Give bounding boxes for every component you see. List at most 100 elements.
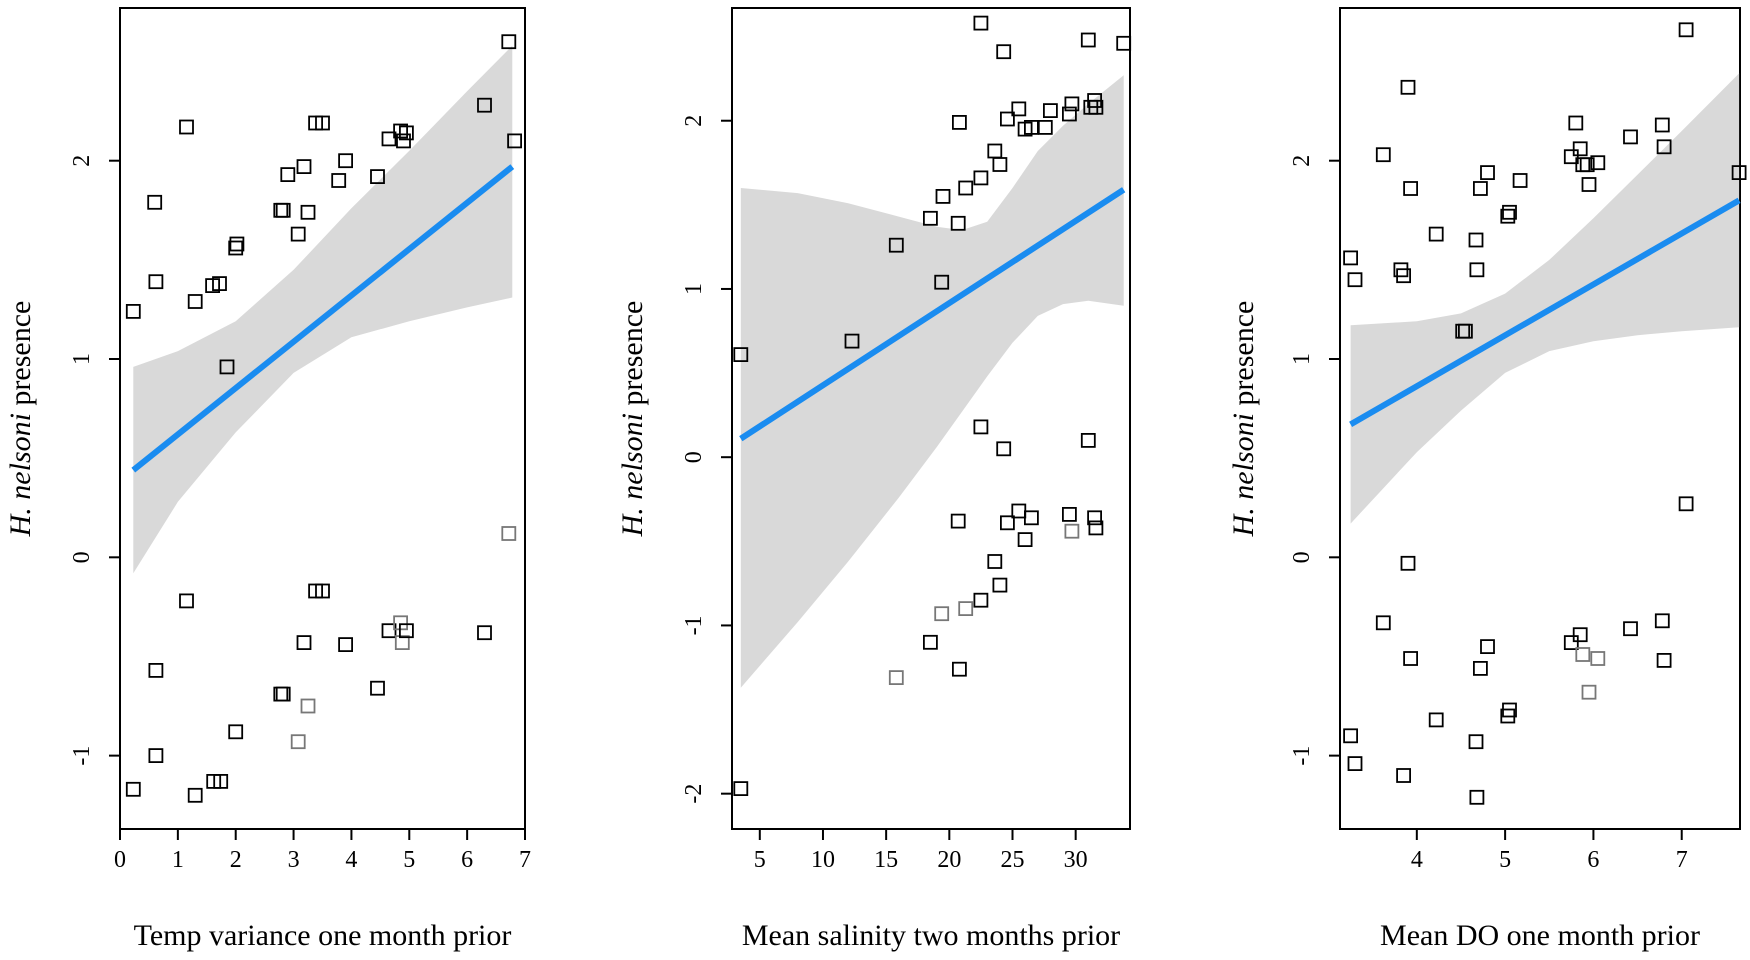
data-point [1400, 555, 1416, 571]
data-point [1623, 129, 1638, 145]
data-point [1678, 22, 1694, 38]
data-point [996, 441, 1012, 457]
point-layer [1343, 22, 1747, 805]
x-tick-label: 4 [1411, 847, 1423, 873]
data-point [1011, 101, 1027, 117]
data-point [338, 637, 354, 652]
data-point [934, 606, 950, 622]
x-tick-label: 0 [114, 847, 126, 873]
y-axis-title-suffix: presence [616, 301, 649, 413]
data-point [229, 236, 245, 252]
y-axis-title-species: H. nelsoni [1227, 413, 1260, 537]
x-axis-title: Mean DO one month prior [1380, 919, 1700, 952]
data-point [1000, 515, 1015, 531]
data-point [396, 133, 411, 149]
data-point [296, 635, 312, 650]
data-point [381, 131, 397, 147]
data-point [1502, 702, 1517, 718]
data-point [888, 237, 904, 253]
data-point [381, 623, 397, 639]
data-point [923, 634, 938, 650]
data-point [1480, 639, 1495, 654]
data-point [1563, 635, 1579, 650]
data-point [296, 159, 312, 175]
data-point [1088, 99, 1104, 115]
data-point [1428, 226, 1444, 242]
plot-frame [731, 7, 1131, 830]
y-tick-label: 0 [1289, 551, 1315, 563]
point-layer [733, 15, 1132, 796]
data-point [477, 625, 492, 641]
data-point [1575, 647, 1591, 662]
y-tick-label: -1 [681, 615, 707, 635]
data-point [1731, 165, 1747, 181]
data-point [1579, 157, 1595, 173]
x-tick-label: 20 [937, 847, 961, 873]
data-point [844, 333, 860, 349]
data-point [1654, 613, 1670, 629]
data-point [1024, 510, 1039, 526]
data-point [275, 686, 291, 702]
y-axis-title-suffix: presence [1227, 301, 1260, 413]
data-point [1064, 96, 1080, 112]
y-tick-label: 1 [1289, 353, 1315, 365]
fit-line [1349, 197, 1741, 427]
data-point [315, 115, 330, 131]
x-tick-label: 7 [1676, 847, 1688, 873]
data-point [1468, 734, 1484, 750]
data-point [733, 347, 749, 363]
panel-mean-do: 4 5 6 7 -1 0 1 2 Mean DO one month prior H. ne… [1227, 7, 1747, 952]
data-point [1581, 684, 1597, 700]
x-tick-label: 10 [811, 847, 835, 873]
data-point [1347, 272, 1363, 288]
data-point [1656, 653, 1672, 668]
data-point [394, 635, 410, 650]
data-point [1678, 496, 1694, 512]
x-tick-label: 5 [754, 847, 766, 873]
fit-line-layer [131, 164, 515, 473]
y-tick-label: 2 [681, 115, 707, 127]
data-point [398, 623, 414, 639]
data-point [1473, 661, 1488, 676]
data-point [987, 554, 1003, 569]
y-axis-title-species: H. nelsoni [616, 413, 649, 537]
data-point [501, 34, 517, 50]
data-point [228, 724, 244, 740]
data-point [923, 210, 938, 226]
y-ticks: -2 -1 0 1 2 [681, 115, 732, 804]
plot-frame [1339, 7, 1741, 830]
data-point [1581, 177, 1597, 192]
y-tick-label: 2 [69, 155, 95, 167]
x-tick-label: 5 [1499, 847, 1511, 873]
data-point [1037, 120, 1053, 135]
data-point [888, 670, 904, 685]
data-point [1473, 181, 1488, 196]
data-point [148, 663, 164, 678]
data-point [1347, 756, 1363, 771]
data-point [370, 680, 385, 696]
y-tick-label: 0 [69, 551, 95, 563]
data-point [958, 601, 974, 616]
data-point [179, 119, 194, 135]
fit-line [739, 187, 1126, 442]
data-point [1469, 789, 1485, 805]
fit-line-layer [739, 187, 1126, 442]
y-tick-label: -2 [681, 784, 707, 804]
data-point [952, 661, 967, 677]
data-point [179, 593, 194, 609]
data-point [275, 202, 291, 218]
x-tick-label: 6 [1587, 847, 1599, 873]
data-point [1087, 510, 1102, 526]
data-point [1396, 268, 1411, 284]
data-point [973, 15, 989, 31]
data-point [1000, 111, 1015, 127]
x-tick-label: 15 [874, 847, 898, 873]
y-ticks: -1 0 1 2 [1289, 155, 1340, 766]
confidence-band-layer [740, 75, 1124, 688]
data-point [1502, 204, 1517, 220]
data-point [125, 781, 141, 797]
data-point [973, 592, 989, 608]
panel-mean-salinity: 5 10 15 20 25 30 -2 -1 0 1 2 Mean salinity two mo… [616, 7, 1132, 952]
x-tick-label: 1 [172, 847, 184, 873]
